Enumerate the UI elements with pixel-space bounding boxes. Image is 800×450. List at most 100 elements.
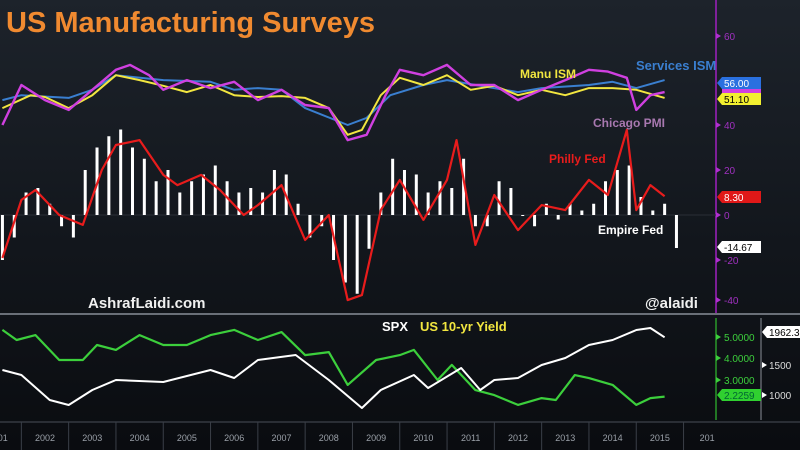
empire-fed-bar (580, 210, 584, 215)
empire-fed-bar (556, 215, 560, 220)
x-tick-label: 2006 (224, 433, 244, 443)
manu-ism-line (1, 74, 665, 136)
axis-tick (716, 212, 721, 218)
empire-fed-bar (651, 210, 655, 215)
empire-fed-bar (485, 215, 489, 227)
yield-tick-label: 4.0000 (724, 354, 755, 365)
x-tick-label: 2004 (130, 433, 150, 443)
spx-tick (762, 362, 767, 368)
empire-fed-bar (473, 215, 477, 227)
empire-fed-bar (12, 215, 16, 238)
spx-tick-label: 1000 (769, 391, 792, 402)
manu-ism-last-value: 51.10 (724, 95, 749, 106)
yield-tick (716, 377, 721, 383)
x-tick-label: 2015 (650, 433, 670, 443)
empire-fed-last-value: -14.67 (724, 243, 753, 254)
legend-services-ism: Services ISM (636, 58, 716, 73)
empire-fed-bar (213, 165, 217, 215)
empire-fed-bar (391, 158, 395, 215)
spx-line (2, 327, 666, 409)
us-10yr-yield-line (1, 328, 665, 406)
empire-fed-bar (627, 165, 631, 215)
empire-fed-bar (119, 129, 123, 215)
x-tick-label: 2002 (35, 433, 55, 443)
empire-fed-bar (663, 203, 667, 215)
empire-fed-bar (604, 181, 608, 215)
legend-manu-ism: Manu ISM (520, 67, 576, 81)
empire-fed-bar (544, 203, 548, 215)
empire-fed-bar (568, 203, 572, 215)
chicago-pmi-last-marker (722, 89, 761, 93)
empire-fed-bar (320, 215, 324, 227)
empire-fed-bar (462, 158, 466, 215)
empire-fed-bar (166, 170, 170, 215)
empire-fed-bar (190, 181, 194, 215)
empire-fed-bar (521, 215, 525, 216)
empire-fed-bar (36, 188, 40, 215)
x-tick-label: 2005 (177, 433, 197, 443)
axis-tick (716, 257, 721, 263)
empire-fed-bar (0, 215, 4, 260)
yield-last-value-box (717, 389, 761, 401)
empire-fed-bar (426, 192, 430, 215)
services-ism-last-value-box (717, 77, 761, 89)
axis-tick-label: -40 (724, 296, 739, 307)
empire-fed-bar (154, 181, 158, 215)
empire-fed-bar (60, 215, 64, 227)
watermark-handle: @alaidi (645, 295, 698, 312)
x-tick-label: 2003 (82, 433, 102, 443)
empire-fed-bar (674, 215, 678, 249)
empire-fed-bar (201, 174, 205, 215)
empire-fed-bar (249, 188, 253, 215)
legend-us-10yr-yield: US 10-yr Yield (420, 319, 507, 334)
axis-tick-label: 20 (724, 166, 736, 177)
axis-tick-label: -20 (724, 256, 739, 267)
empire-fed-bar (308, 215, 312, 238)
axis-tick-label: 0 (724, 211, 730, 222)
yield-last-value: 2.2259 (724, 391, 755, 402)
empire-fed-bar (615, 170, 619, 215)
philly-fed-line (1, 128, 666, 302)
empire-fed-bar (497, 181, 501, 215)
chicago-pmi-line (1, 63, 665, 142)
spx-last-value-box (762, 326, 800, 338)
empire-fed-bar (71, 215, 75, 238)
x-tick-label: 2009 (366, 433, 386, 443)
legend-philly-fed: Philly Fed (549, 152, 606, 166)
empire-fed-bar (261, 192, 265, 215)
empire-fed-bar (592, 203, 596, 215)
spx-last-value: 1962.33 (769, 328, 800, 339)
empire-fed-bar (438, 181, 442, 215)
x-tick-label: 2001 (0, 433, 8, 443)
empire-fed-bar (379, 192, 383, 215)
x-tick-label: 2007 (271, 433, 291, 443)
philly-fed-last-value-box (717, 191, 761, 203)
services-ism-last-value: 56.00 (724, 79, 749, 90)
axis-tick (716, 33, 721, 39)
empire-fed-bar (533, 215, 537, 227)
x-tick-label: 2010 (413, 433, 433, 443)
philly-fed-last-value: 8.30 (724, 193, 744, 204)
watermark-site: AshrafLaidi.com (88, 295, 206, 312)
yield-tick (716, 355, 721, 361)
empire-fed-bar (355, 215, 359, 294)
empire-fed-bar (178, 192, 182, 215)
empire-fed-bar (296, 203, 300, 215)
axis-tick (716, 297, 721, 303)
x-tick-label: 2011 (461, 433, 480, 443)
empire-fed-bar (142, 158, 146, 215)
empire-fed-bar (509, 188, 513, 215)
empire-fed-bar (131, 147, 135, 215)
empire-fed-bar (414, 174, 418, 215)
spx-tick (762, 392, 767, 398)
manu-ism-last-value-box (717, 93, 761, 105)
empire-fed-last-value-box (717, 241, 761, 253)
services-ism-line (2, 74, 665, 126)
legend-chicago-pmi: Chicago PMI (593, 116, 665, 130)
axis-tick (716, 122, 721, 128)
empire-fed-bar (237, 192, 241, 215)
empire-fed-bar (367, 215, 371, 249)
x-tick-label: 201 (700, 433, 715, 443)
